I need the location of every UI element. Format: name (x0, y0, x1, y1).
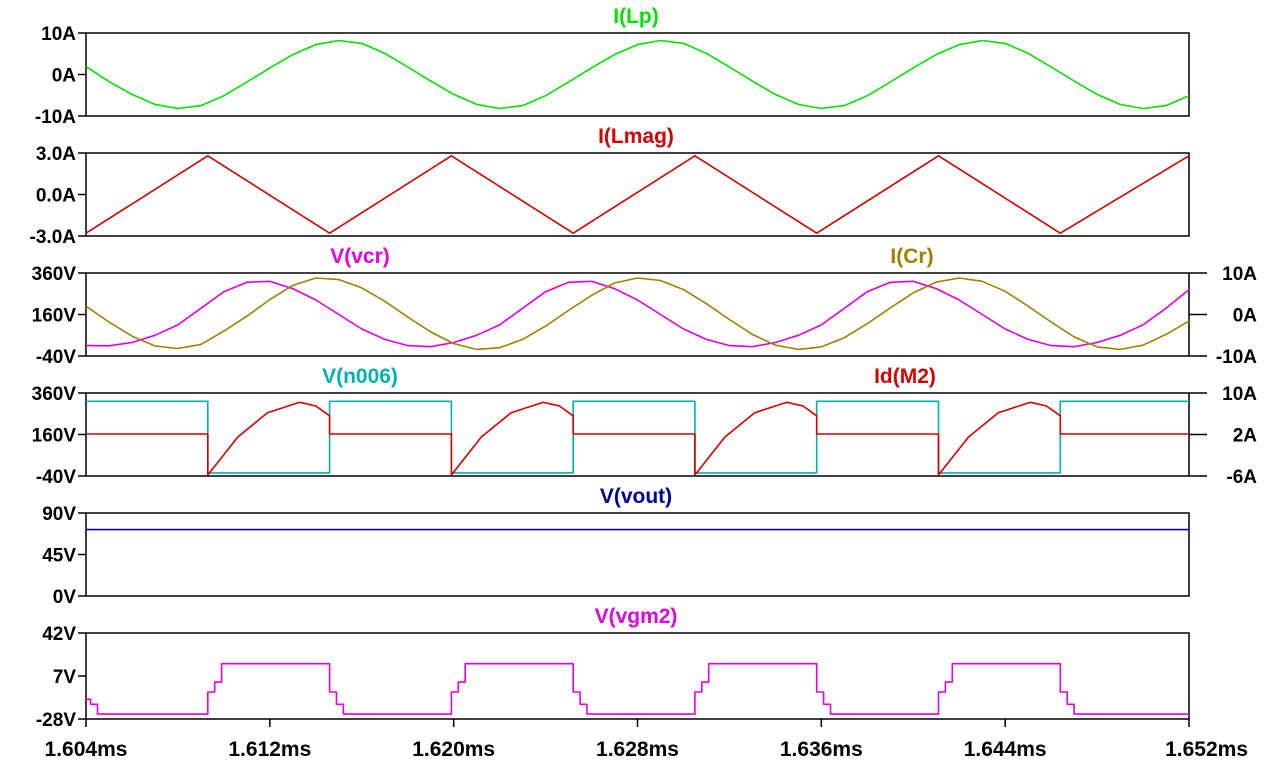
plot-frame (85, 152, 1190, 237)
series-line-v-vgm2 (86, 662, 1189, 715)
left-axis-tick-label: 10A (41, 24, 76, 45)
pane-4: 360V 160V -40V 10A 2A -6A V(n006) Id(M2) (32, 365, 1258, 488)
series-title: Id(M2) (874, 365, 936, 388)
plot-frame (85, 512, 1190, 597)
series-line-i-cr (85, 277, 1190, 351)
series-line-v-vcr (85, 280, 1190, 348)
left-axis-tick-label: 160V (32, 306, 77, 327)
left-axis-tick-label: -40V (36, 347, 76, 368)
series-title: V(vcr) (330, 245, 390, 268)
plot-frame (85, 272, 1190, 357)
left-axis-tick-label: 360V (32, 264, 77, 285)
left-axis-tick-label: -28V (36, 710, 76, 731)
series-title: V(n006) (322, 365, 398, 388)
left-axis-tick-label: 360V (32, 384, 77, 405)
left-axis-tick-label: 90V (42, 504, 76, 525)
left-axis-tick-label: 0.0A (36, 186, 76, 207)
right-axis-tick-label: -6A (1226, 467, 1257, 488)
left-axis-tick-label: 0V (53, 587, 77, 608)
right-axis-tick-label: 0A (1233, 306, 1258, 327)
series-title: V(vout) (600, 485, 672, 508)
x-axis-tick-label: 1.644ms (964, 738, 1047, 761)
series-title: V(vgm2) (595, 605, 678, 628)
left-axis-tick-label: 3.0A (36, 144, 76, 165)
series-line-i-lp (85, 39, 1190, 110)
series-line-v-n006 (86, 400, 1189, 474)
pane-5: 90V 45V 0V V(vout) (42, 485, 1190, 608)
left-axis-tick-label: -3.0A (30, 227, 77, 248)
right-axis-tick-label: -10A (1216, 347, 1257, 368)
series-line-id-m2 (86, 401, 1189, 476)
series-line-i-lmag (85, 155, 1190, 234)
right-axis-tick-label: 2A (1233, 426, 1258, 447)
left-axis-tick-label: 45V (42, 546, 76, 567)
pane-1: 10A 0A -10A I(Lp) (35, 5, 1190, 128)
x-axis: 1.604ms 1.612ms 1.620ms 1.628ms 1.636ms 1.644… (45, 719, 1248, 761)
right-axis-tick-label: 10A (1222, 384, 1257, 405)
x-axis-tick-label: 1.636ms (780, 738, 863, 761)
x-axis-tick-label: 1.612ms (228, 738, 311, 761)
x-axis-tick-label: 1.620ms (412, 738, 495, 761)
left-axis-tick-label: 42V (42, 624, 76, 645)
series-title: I(Cr) (890, 245, 933, 268)
left-axis-tick-label: -10A (35, 107, 76, 128)
series-title: I(Lmag) (598, 125, 674, 148)
left-axis-tick-label: -40V (36, 467, 76, 488)
right-axis-tick-label: 10A (1222, 264, 1257, 285)
x-axis-tick-label: 1.628ms (596, 738, 679, 761)
left-axis-tick-label: 160V (32, 426, 77, 447)
x-axis-tick-label: 1.604ms (45, 738, 128, 761)
left-axis-tick-label: 0A (52, 66, 77, 87)
pane-6: 42V 7V -28V V(vgm2) (36, 605, 1190, 731)
plot-frame (85, 632, 1190, 720)
pane-3: 360V 160V -40V 10A 0A -10A V(vcr) I(Cr) (32, 245, 1258, 368)
x-axis-tick-label: 1.652ms (1165, 738, 1248, 761)
left-axis-tick-label: 7V (53, 667, 77, 688)
series-title: I(Lp) (613, 5, 658, 28)
pane-2: 3.0A 0.0A -3.0A I(Lmag) (30, 125, 1190, 248)
